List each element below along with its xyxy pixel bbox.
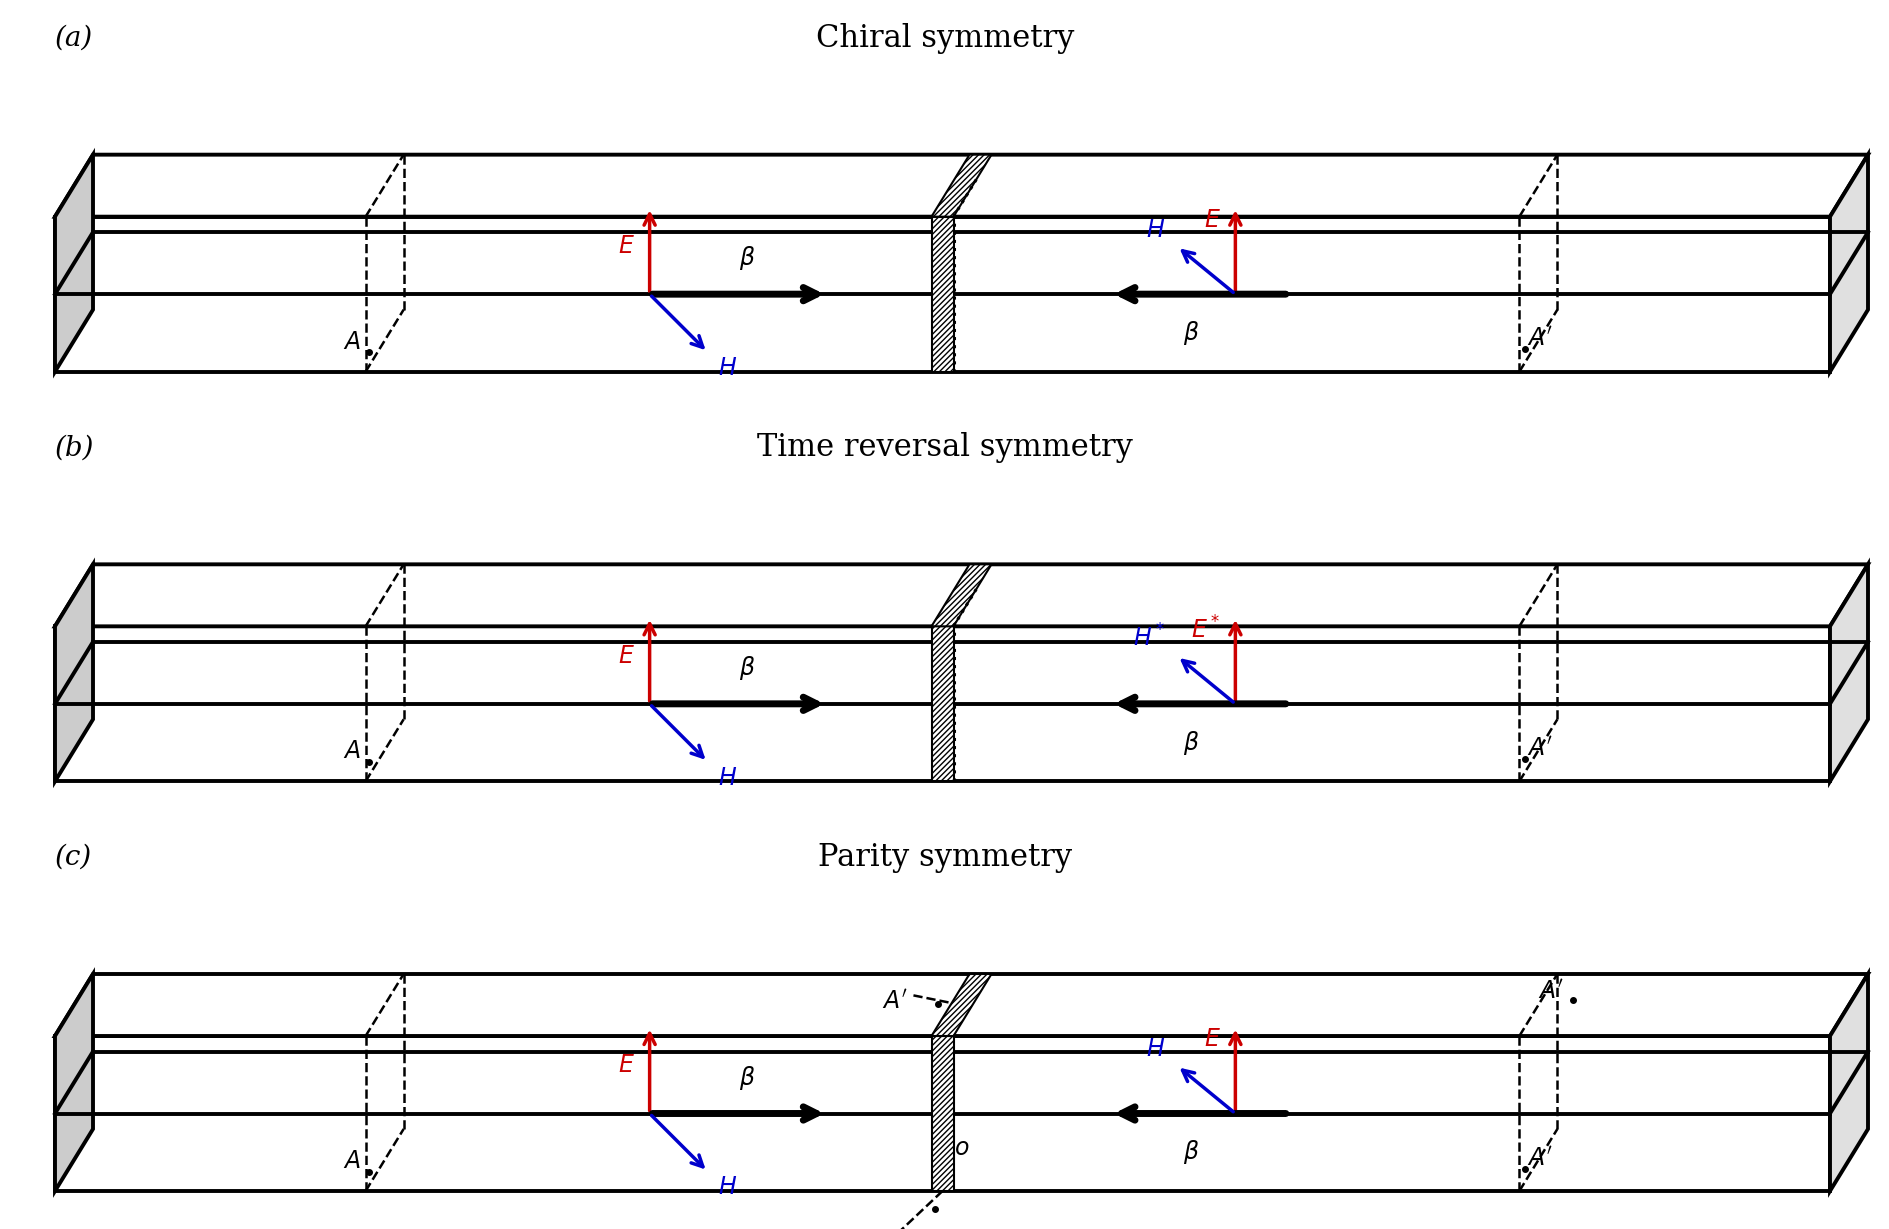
Polygon shape [55,155,1866,216]
Text: $\beta$: $\beta$ [739,654,756,682]
Text: $\beta$: $\beta$ [1183,1138,1198,1166]
Text: $H$: $H$ [1145,219,1166,242]
Polygon shape [55,627,1829,782]
Text: $\beta$: $\beta$ [1183,320,1198,347]
Text: (b): (b) [55,434,94,461]
Text: (c): (c) [55,844,93,871]
Polygon shape [55,564,1866,627]
Text: $A$: $A$ [342,331,361,354]
Polygon shape [931,1036,952,1191]
Text: $H^*$: $H^*$ [1132,624,1166,651]
Polygon shape [1829,564,1866,782]
Text: (a): (a) [55,25,93,52]
Text: $A'$: $A'$ [1526,737,1553,761]
Text: $o$: $o$ [954,1137,969,1160]
Polygon shape [55,1036,1829,1191]
Text: $E$: $E$ [618,1054,635,1078]
Text: $\beta$: $\beta$ [739,1063,756,1091]
Text: $E$: $E$ [618,644,635,667]
Polygon shape [931,627,952,782]
Text: $\beta$: $\beta$ [739,245,756,272]
Polygon shape [931,155,992,216]
Text: Chiral symmetry: Chiral symmetry [816,22,1073,54]
Text: $A$: $A$ [342,1150,361,1172]
Text: $E$: $E$ [1203,209,1220,232]
Polygon shape [931,564,992,627]
Polygon shape [55,975,93,1191]
Text: $A'$: $A'$ [882,991,907,1014]
Text: $A'$: $A'$ [1526,327,1553,351]
Text: $A'$: $A'$ [1526,1147,1553,1170]
Polygon shape [931,216,952,371]
Text: $H$: $H$ [718,1176,737,1200]
Text: Time reversal symmetry: Time reversal symmetry [757,433,1132,463]
Polygon shape [55,216,1829,371]
Text: $H$: $H$ [718,767,737,790]
Text: $\beta$: $\beta$ [1183,729,1198,757]
Text: $E$: $E$ [1203,1029,1220,1051]
Text: $H$: $H$ [1145,1039,1166,1061]
Polygon shape [1829,155,1866,371]
Text: $A'$: $A'$ [1538,980,1562,1003]
Text: $E$: $E$ [618,235,635,258]
Text: $H$: $H$ [718,358,737,380]
Polygon shape [55,564,93,782]
Polygon shape [1829,975,1866,1191]
Text: $E^*$: $E^*$ [1190,617,1220,644]
Text: Parity symmetry: Parity symmetry [818,842,1071,873]
Polygon shape [55,975,1866,1036]
Polygon shape [931,975,992,1036]
Text: $A$: $A$ [342,740,361,763]
Polygon shape [55,155,93,371]
